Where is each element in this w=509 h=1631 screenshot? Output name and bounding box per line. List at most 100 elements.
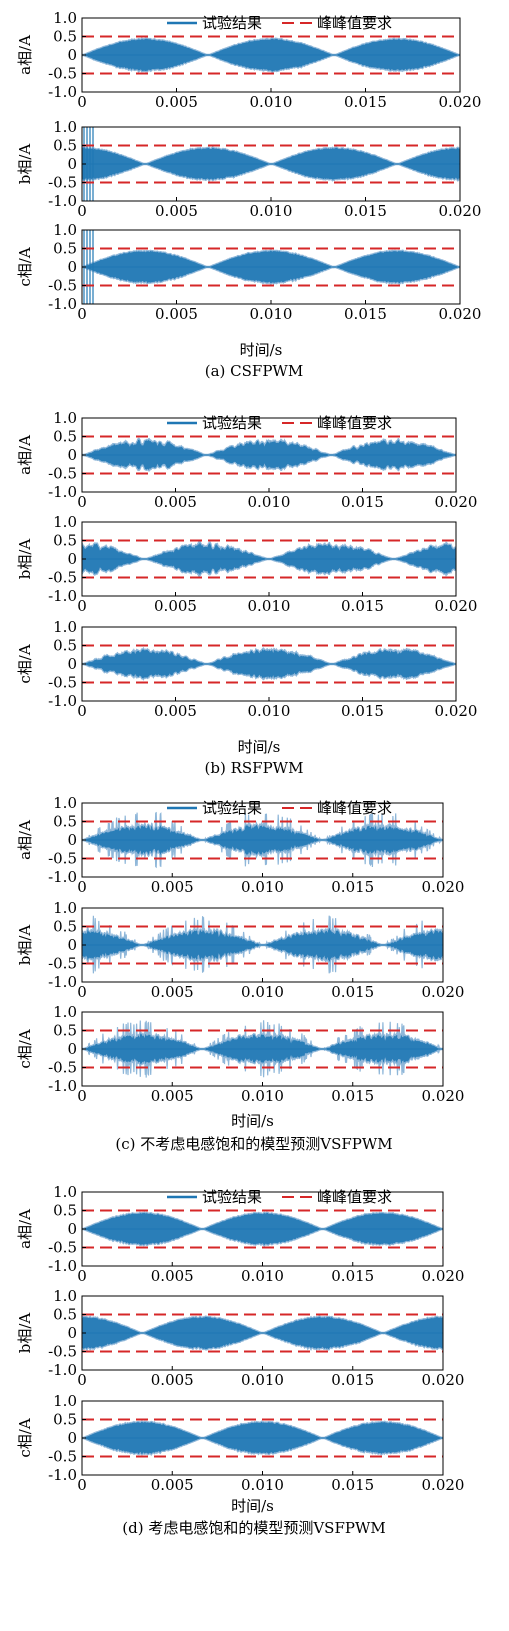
y-tick-label: -0.5 xyxy=(48,65,77,83)
x-tick-label: 0 xyxy=(77,597,87,615)
x-tick-label: 0.020 xyxy=(422,1267,465,1285)
legend-label-limit: 峰峰值要求 xyxy=(317,1188,392,1206)
x-tick-label: 0 xyxy=(77,93,87,111)
x-tick-label: 0 xyxy=(77,1087,87,1105)
y-tick-label: 0 xyxy=(67,550,77,568)
legend-label-signal: 试验结果 xyxy=(202,14,262,32)
y-tick-label: 1.0 xyxy=(53,9,77,27)
y-tick-label: -1.0 xyxy=(48,192,77,210)
x-tick-label: 0.020 xyxy=(435,702,478,720)
figure-caption: (d) 考虑电感饱和的模型预测VSFPWM xyxy=(122,1519,385,1537)
y-tick-label: 0 xyxy=(67,831,77,849)
signal-series xyxy=(82,1211,443,1247)
y-tick-label: -0.5 xyxy=(48,1239,77,1257)
x-tick-label: 0.005 xyxy=(155,305,198,323)
y-tick-label: 0.5 xyxy=(53,240,77,258)
y-axis-label: c相/A xyxy=(16,247,34,286)
y-tick-label: 0.5 xyxy=(53,918,77,936)
y-tick-label: 1.0 xyxy=(53,794,77,812)
x-tick-label: 0 xyxy=(77,1476,87,1494)
x-tick-label: 0 xyxy=(77,202,87,220)
y-tick-label: 0 xyxy=(67,446,77,464)
y-tick-label: -1.0 xyxy=(48,1361,77,1379)
signal-fringe xyxy=(82,146,460,182)
legend-label-limit: 峰峰值要求 xyxy=(317,414,392,432)
signal-series xyxy=(82,540,456,578)
x-axis-label: 时间/s xyxy=(240,341,283,359)
x-tick-label: 0.010 xyxy=(241,1371,284,1389)
x-tick-label: 0.015 xyxy=(341,493,384,511)
y-tick-label: 1.0 xyxy=(53,221,77,239)
x-tick-label: 0.015 xyxy=(344,305,387,323)
y-tick-label: 0 xyxy=(67,1324,77,1342)
y-tick-label: 1.0 xyxy=(53,1003,77,1021)
signal-fringe xyxy=(82,1211,443,1247)
x-tick-label: 0.010 xyxy=(241,1476,284,1494)
signal-series xyxy=(82,646,456,681)
signal-series xyxy=(82,1420,443,1457)
y-axis-label: b相/A xyxy=(16,925,34,966)
y-tick-label: -1.0 xyxy=(48,483,77,501)
signal-fringe xyxy=(82,540,456,578)
x-tick-label: 0.015 xyxy=(341,597,384,615)
y-tick-label: -1.0 xyxy=(48,1466,77,1484)
x-tick-label: 0.005 xyxy=(154,597,197,615)
y-tick-label: 0 xyxy=(67,1220,77,1238)
x-tick-label: 0.015 xyxy=(331,878,374,896)
x-tick-label: 0.005 xyxy=(151,878,194,896)
y-tick-label: -0.5 xyxy=(48,1059,77,1077)
y-tick-label: -0.5 xyxy=(48,850,77,868)
y-tick-label: 0 xyxy=(67,1429,77,1447)
legend-label-limit: 峰峰值要求 xyxy=(317,799,392,817)
y-tick-label: 0.5 xyxy=(53,1306,77,1324)
y-axis-label: a相/A xyxy=(16,35,34,75)
x-tick-label: 0.010 xyxy=(241,983,284,1001)
x-tick-label: 0.005 xyxy=(151,983,194,1001)
signal-series xyxy=(82,230,460,304)
x-tick-label: 0.010 xyxy=(250,202,293,220)
x-tick-label: 0.005 xyxy=(154,702,197,720)
x-tick-label: 0.015 xyxy=(331,1371,374,1389)
signal-fringe xyxy=(82,437,456,472)
y-tick-label: 0 xyxy=(67,1040,77,1058)
y-tick-label: -0.5 xyxy=(48,1343,77,1361)
y-tick-label: 1.0 xyxy=(53,1183,77,1201)
subplot-c-1: 1.00.50-0.5-1.00 0.005 0.010 0.015 0.020a相/A… xyxy=(16,794,464,896)
x-tick-label: 0.005 xyxy=(155,93,198,111)
x-tick-label: 0 xyxy=(77,1267,87,1285)
y-tick-label: -0.5 xyxy=(48,277,77,295)
signal-fringe xyxy=(82,1315,443,1352)
y-tick-label: -1.0 xyxy=(48,1257,77,1275)
y-tick-label: -1.0 xyxy=(48,83,77,101)
legend: 试验结果 峰峰值要求 xyxy=(167,14,392,32)
y-axis-label: a相/A xyxy=(16,435,34,475)
y-axis-label: a相/A xyxy=(16,820,34,860)
x-tick-label: 0.005 xyxy=(154,493,197,511)
x-tick-label: 0.015 xyxy=(331,983,374,1001)
y-tick-label: -1.0 xyxy=(48,587,77,605)
y-tick-label: 0.5 xyxy=(53,28,77,46)
y-tick-label: -1.0 xyxy=(48,868,77,886)
legend: 试验结果 峰峰值要求 xyxy=(167,1188,392,1206)
y-tick-label: 1.0 xyxy=(53,513,77,531)
x-axis-label: 时间/s xyxy=(238,738,281,756)
x-axis-label: 时间/s xyxy=(231,1112,274,1130)
y-axis-label: c相/A xyxy=(16,1418,34,1457)
signal-series xyxy=(82,127,460,201)
x-tick-label: 0.020 xyxy=(439,93,482,111)
x-tick-label: 0.005 xyxy=(151,1476,194,1494)
y-tick-label: -1.0 xyxy=(48,1077,77,1095)
chart-b: 1.00.50-0.5-1.00 0.005 0.010 0.015 0.020a相/A… xyxy=(16,409,477,777)
x-tick-label: 0.010 xyxy=(250,93,293,111)
x-tick-label: 0.005 xyxy=(151,1267,194,1285)
x-tick-label: 0 xyxy=(77,305,87,323)
x-tick-label: 0.010 xyxy=(241,1267,284,1285)
y-tick-label: 0.5 xyxy=(53,1022,77,1040)
signal-series xyxy=(82,1315,443,1352)
x-tick-label: 0.010 xyxy=(248,493,291,511)
subplot-b-1: 1.00.50-0.5-1.00 0.005 0.010 0.015 0.020a相/A… xyxy=(16,409,477,511)
x-tick-label: 0.015 xyxy=(341,702,384,720)
y-tick-label: -0.5 xyxy=(48,955,77,973)
